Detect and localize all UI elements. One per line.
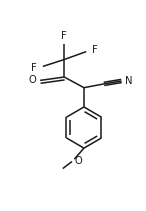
Text: O: O [75, 156, 82, 166]
Text: F: F [92, 45, 98, 55]
Text: F: F [32, 62, 37, 73]
Text: N: N [125, 76, 132, 86]
Text: O: O [29, 75, 36, 85]
Text: F: F [61, 31, 67, 41]
